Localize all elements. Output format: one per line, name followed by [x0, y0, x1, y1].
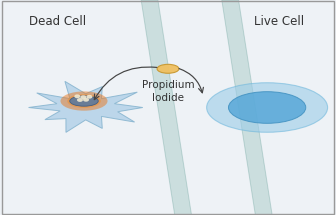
Ellipse shape — [67, 94, 101, 108]
Circle shape — [83, 98, 89, 102]
Text: Propidium
Iodide: Propidium Iodide — [142, 80, 194, 103]
Ellipse shape — [70, 96, 98, 106]
Ellipse shape — [207, 83, 328, 132]
Circle shape — [86, 95, 92, 99]
Ellipse shape — [228, 92, 306, 123]
Polygon shape — [222, 0, 272, 215]
Circle shape — [74, 94, 80, 98]
Text: Live Cell: Live Cell — [254, 15, 304, 28]
Polygon shape — [141, 0, 192, 215]
Ellipse shape — [60, 91, 108, 111]
Ellipse shape — [157, 64, 179, 73]
Text: Dead Cell: Dead Cell — [29, 15, 86, 28]
Circle shape — [77, 98, 83, 102]
Polygon shape — [29, 81, 143, 132]
Circle shape — [80, 95, 86, 99]
